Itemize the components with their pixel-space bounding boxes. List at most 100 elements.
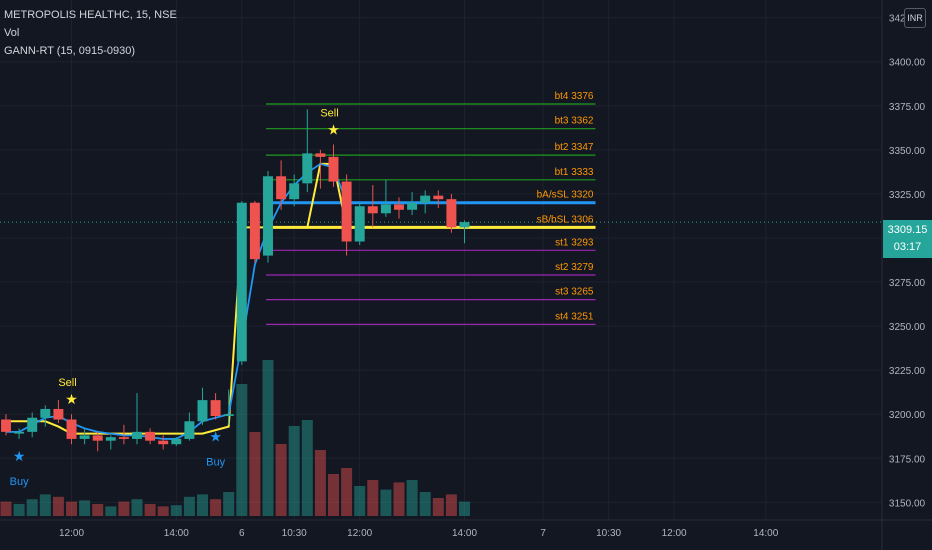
candle-body — [27, 417, 38, 432]
volume-bar — [118, 501, 130, 516]
sell-signal-label: Sell — [58, 377, 76, 389]
volume-bar — [458, 501, 471, 516]
last-price: 3309.15 — [887, 224, 928, 236]
volume-bar — [236, 384, 248, 516]
candle-body — [367, 206, 378, 214]
candle-body — [354, 206, 365, 242]
volume-bar — [0, 501, 12, 516]
level-label: bA/sSL 3320 — [537, 190, 594, 201]
blue-trail-line — [6, 162, 465, 440]
y-tick-label: 3375.00 — [889, 102, 926, 113]
volume-bar — [288, 426, 300, 516]
volume-bar — [314, 450, 326, 516]
candle-body — [276, 176, 287, 200]
buy-signal-label: Buy — [10, 476, 29, 488]
volume-bar — [65, 501, 78, 516]
buy-star-icon: ★ — [13, 448, 26, 464]
candle-body — [171, 438, 182, 445]
candle-body — [263, 176, 273, 256]
candle-body — [315, 153, 326, 157]
y-tick-label: 3225.00 — [889, 366, 926, 377]
volume-bar — [327, 474, 340, 516]
candle-body — [40, 408, 51, 418]
sell-star-icon: ★ — [327, 122, 340, 138]
volume-bar — [26, 499, 38, 516]
chart-legend: METROPOLIS HEALTHC, 15, NSE Vol GANN-RT … — [4, 6, 177, 60]
currency-badge[interactable]: INR — [904, 8, 926, 28]
volume-bar — [144, 504, 156, 516]
sell-signal-label: Sell — [320, 108, 338, 120]
y-tick-label: 3350.00 — [889, 146, 926, 157]
level-label: st2 3279 — [555, 262, 594, 273]
level-label: sB/bSL 3306 — [537, 214, 594, 225]
level-label: bt3 3362 — [555, 116, 594, 127]
candle-body — [105, 437, 116, 441]
candle-body — [249, 202, 260, 260]
y-tick-label: 3150.00 — [889, 498, 926, 509]
candle-body — [118, 437, 129, 439]
x-tick-label: 14:00 — [164, 528, 189, 539]
candle-body — [184, 421, 195, 439]
volume-bar — [52, 496, 64, 516]
last-price-tag: 3309.15 03:17 — [883, 220, 932, 258]
x-tick-label: 12:00 — [662, 528, 687, 539]
level-label: bt1 3333 — [555, 167, 594, 178]
candle-body — [223, 414, 234, 416]
buy-star-icon: ★ — [209, 429, 222, 445]
volume-bar — [432, 498, 444, 516]
volume-bar — [196, 494, 209, 516]
y-tick-label: 3400.00 — [889, 58, 926, 69]
candle-body — [158, 440, 169, 445]
y-tick-label: 3175.00 — [889, 454, 926, 465]
candle-body — [14, 431, 25, 434]
sell-star-icon: ★ — [65, 391, 78, 407]
gann-indicator-label[interactable]: GANN-RT (15, 0915-0930) — [4, 45, 136, 57]
x-tick-label: 7 — [540, 528, 546, 539]
candle-body — [1, 419, 11, 432]
symbol-title[interactable]: METROPOLIS HEALTHC, 15, NSE — [4, 9, 177, 21]
volume-bar — [275, 444, 287, 516]
candle-body — [197, 400, 208, 422]
volume-bar — [262, 360, 274, 516]
volume-bar — [157, 506, 169, 516]
candle-body — [210, 400, 221, 416]
candle-body — [53, 408, 64, 420]
volume-bar — [393, 482, 405, 516]
y-tick-label: 3275.00 — [889, 278, 926, 289]
volume-bar — [367, 480, 379, 516]
volume-bar — [445, 494, 457, 516]
candle-body — [328, 156, 339, 182]
x-tick-label: 12:00 — [347, 528, 372, 539]
level-label: st1 3293 — [555, 237, 594, 248]
candle-body — [420, 195, 431, 203]
volume-bar — [341, 468, 353, 516]
volume-bar — [301, 420, 313, 516]
level-label: st4 3251 — [555, 311, 594, 322]
volume-bar — [380, 489, 392, 516]
candle-body — [446, 199, 457, 228]
candle-body — [132, 431, 142, 439]
volume-bar — [210, 499, 222, 516]
x-tick-label: 6 — [239, 528, 245, 539]
volume-bar — [13, 504, 25, 516]
y-tick-label: 3250.00 — [889, 322, 926, 333]
volume-bar — [92, 504, 104, 516]
volume-bar — [354, 486, 366, 516]
volume-bar — [131, 499, 143, 516]
level-label: bt4 3376 — [555, 91, 594, 102]
candle-body — [394, 204, 404, 210]
volume-indicator-label[interactable]: Vol — [4, 27, 20, 39]
candle-body — [92, 435, 103, 441]
candle-body — [407, 202, 418, 210]
x-tick-label: 10:30 — [596, 528, 621, 539]
candle-body — [341, 181, 352, 242]
candle-body — [236, 202, 247, 362]
volume-bar — [419, 492, 431, 516]
level-label: bt2 3347 — [555, 142, 594, 153]
candle-body — [79, 435, 90, 439]
bar-countdown: 03:17 — [893, 241, 922, 253]
level-label: st3 3265 — [555, 287, 594, 298]
x-tick-label: 14:00 — [753, 528, 778, 539]
volume-bar — [105, 506, 117, 516]
